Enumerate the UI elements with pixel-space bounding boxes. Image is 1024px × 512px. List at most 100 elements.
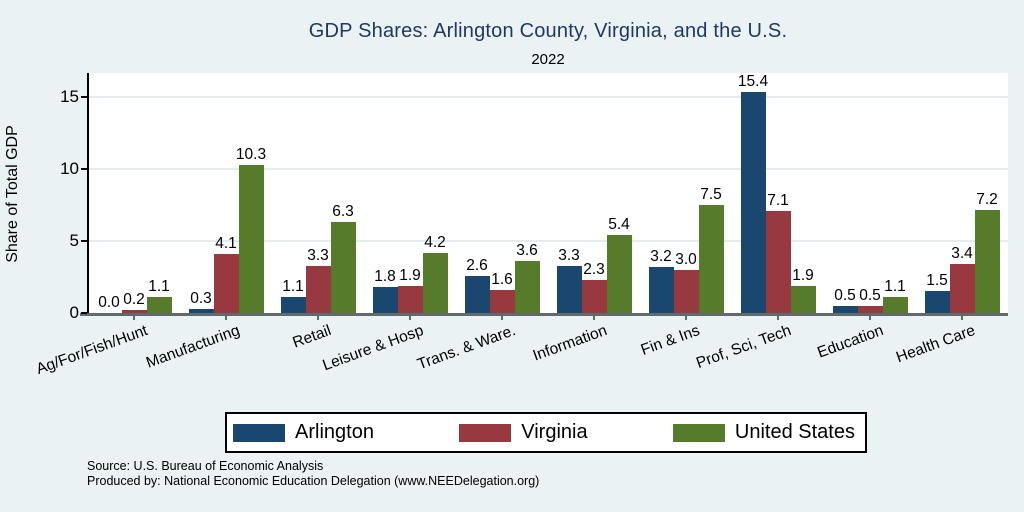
x-tick-mark-8 xyxy=(777,316,779,320)
bar-value-label: 7.5 xyxy=(700,186,722,204)
legend-label-arlington: Arlington xyxy=(295,421,374,443)
bar-united-states-1 xyxy=(146,297,172,313)
gridline-y-10 xyxy=(88,168,1008,171)
bar-united-states-2 xyxy=(238,164,264,313)
bar-value-label: 3.4 xyxy=(951,245,973,263)
x-category-label-5: Trans. & Ware. xyxy=(415,322,518,374)
bar-arlington-10 xyxy=(924,291,950,313)
x-tick-mark-1 xyxy=(133,316,135,320)
bar-virginia-10 xyxy=(949,264,975,313)
arlington-color-swatch xyxy=(233,423,285,442)
bar-united-states-9 xyxy=(882,297,908,313)
x-tick-mark-7 xyxy=(685,316,687,320)
legend-entry-virginia: Virginia xyxy=(459,421,588,444)
bar-value-label: 15.4 xyxy=(737,72,769,90)
bar-value-label: 1.5 xyxy=(926,272,948,290)
legend-entry-arlington: Arlington xyxy=(233,421,374,444)
y-tick-mark-15 xyxy=(81,96,87,99)
source-note: Source: U.S. Bureau of Economic Analysis xyxy=(87,459,324,473)
x-category-label-2: Manufacturing xyxy=(143,322,242,372)
x-category-label-9: Education xyxy=(815,322,886,362)
x-tick-mark-10 xyxy=(961,316,963,320)
bar-arlington-4 xyxy=(372,287,398,313)
bar-arlington-6 xyxy=(556,265,582,313)
bar-arlington-2 xyxy=(188,308,214,313)
bar-value-label: 6.3 xyxy=(332,203,354,221)
y-tick-label-5: 5 xyxy=(69,231,79,251)
x-axis-line xyxy=(80,313,1008,316)
bar-value-label: 1.1 xyxy=(884,278,906,296)
bar-value-label: 1.6 xyxy=(491,271,513,288)
bar-value-label: 0.0 xyxy=(98,294,120,311)
bar-arlington-5 xyxy=(464,275,490,313)
united-states-color-swatch xyxy=(672,423,725,442)
bar-virginia-2 xyxy=(213,254,239,313)
x-tick-mark-9 xyxy=(869,316,871,320)
legend-entry-united-states: United States xyxy=(672,421,855,444)
bar-arlington-3 xyxy=(280,297,306,313)
bar-united-states-8 xyxy=(790,285,816,313)
bar-virginia-5 xyxy=(489,290,515,313)
y-tick-label-0: 0 xyxy=(69,303,79,322)
produced-by-note: Produced by: National Economic Education… xyxy=(87,474,540,488)
x-category-label-1: Ag/For/Fish/Hunt xyxy=(33,322,150,379)
legend-label-virginia: Virginia xyxy=(521,421,588,443)
bar-virginia-4 xyxy=(397,285,423,313)
bar-virginia-1 xyxy=(121,310,147,313)
virginia-color-swatch xyxy=(459,423,512,442)
y-tick-mark-5 xyxy=(81,240,87,243)
bar-value-label: 1.8 xyxy=(374,268,396,286)
bar-value-label: 3.0 xyxy=(675,250,697,268)
y-tick-label-15: 15 xyxy=(60,87,79,107)
x-category-label-4: Leisure & Hosp xyxy=(320,322,426,375)
bar-virginia-3 xyxy=(305,265,331,313)
legend: Arlington Virginia United States xyxy=(225,412,867,453)
x-category-label-10: Health Care xyxy=(894,322,978,367)
x-tick-mark-4 xyxy=(409,316,411,320)
x-category-label-3: Retail xyxy=(290,322,334,352)
bar-value-label: 4.2 xyxy=(424,233,446,251)
x-tick-mark-6 xyxy=(593,316,595,320)
bar-value-label: 1.1 xyxy=(148,278,170,296)
bar-value-label: 2.6 xyxy=(466,256,488,274)
bar-value-label: 3.6 xyxy=(516,242,538,260)
x-tick-mark-3 xyxy=(317,316,319,320)
bar-value-label: 1.9 xyxy=(399,266,421,284)
bar-value-label: 7.2 xyxy=(976,190,998,208)
y-axis-line xyxy=(87,73,89,316)
bar-value-label: 0.5 xyxy=(834,286,856,304)
bar-arlington-7 xyxy=(648,267,674,313)
bar-value-label: 3.3 xyxy=(558,246,580,264)
bar-virginia-6 xyxy=(581,279,607,313)
legend-label-united-states: United States xyxy=(734,421,855,443)
x-category-label-6: Information xyxy=(531,322,610,365)
x-category-label-8: Prof, Sci, Tech xyxy=(694,322,794,373)
bar-arlington-9 xyxy=(832,305,858,313)
y-tick-mark-10 xyxy=(81,168,87,171)
bar-value-label: 3.2 xyxy=(650,248,672,265)
bar-value-label: 7.1 xyxy=(767,191,789,209)
bar-united-states-7 xyxy=(698,205,724,313)
bar-value-label: 0.2 xyxy=(123,291,145,309)
bar-value-label: 4.1 xyxy=(215,235,237,253)
bar-united-states-6 xyxy=(606,235,632,313)
bar-value-label: 0.5 xyxy=(859,286,881,304)
bar-virginia-9 xyxy=(857,305,883,313)
x-tick-mark-5 xyxy=(501,316,503,320)
bar-united-states-4 xyxy=(422,252,448,313)
bar-united-states-5 xyxy=(514,261,540,313)
chart-subtitle: 2022 xyxy=(531,51,565,68)
bar-value-label: 5.4 xyxy=(608,216,630,234)
y-tick-mark-0 xyxy=(81,312,87,314)
bar-united-states-10 xyxy=(974,209,1000,313)
bar-value-label: 2.3 xyxy=(583,260,605,278)
bar-value-label: 1.1 xyxy=(282,278,304,296)
bar-value-label: 10.3 xyxy=(235,145,267,163)
y-axis-title: Share of Total GDP xyxy=(4,125,21,263)
gridline-y-15 xyxy=(88,96,1008,99)
bar-value-label: 0.3 xyxy=(190,289,212,307)
gridline-y-5 xyxy=(88,240,1008,243)
x-category-label-7: Fin & Ins xyxy=(638,322,702,359)
bar-value-label: 1.9 xyxy=(792,266,814,284)
